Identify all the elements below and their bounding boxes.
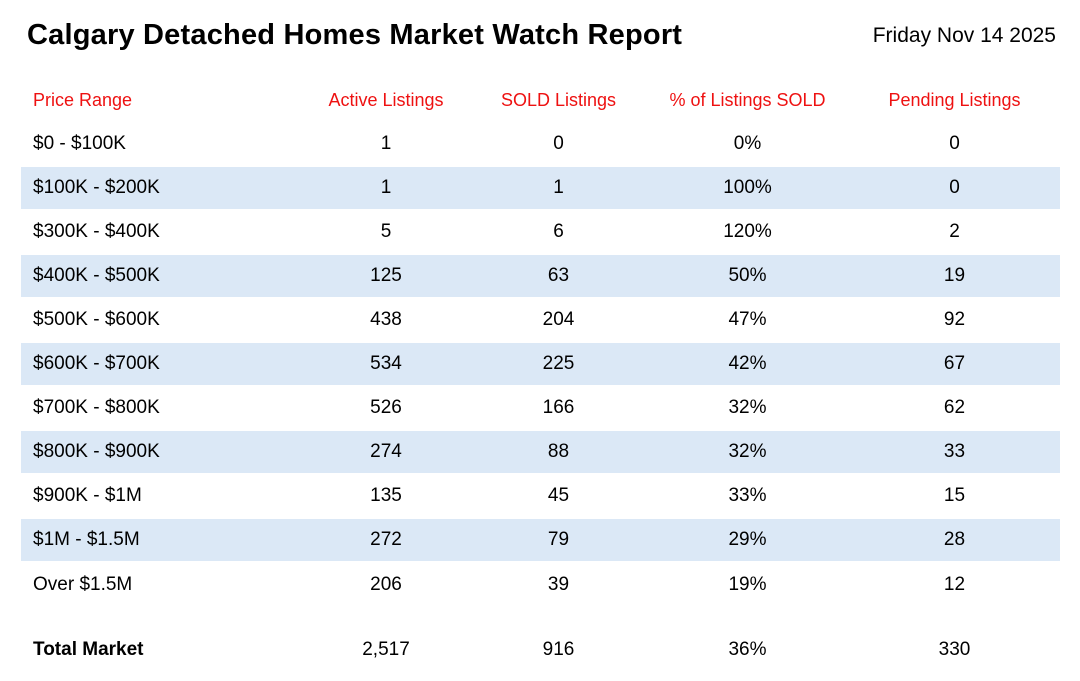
pending-listings-cell: 28 [849,517,1060,563]
total-pct-listings-sold: 36% [728,639,767,660]
sold-listings-cell: 45 [547,485,570,506]
sold-listings-cell: 204 [542,309,575,330]
pending-listings-cell: 33 [849,429,1060,475]
sold-listings-cell: 225 [471,341,646,387]
price-range-cell: $500K - $600K [33,309,160,330]
pct-listings-sold-cell: 47% [728,309,767,330]
pending-listings-cell: 62 [943,397,966,418]
pending-listings-cell: 2 [949,221,960,242]
table-body: $0 - $100K 1 0 0% 0 $100K - $200K 1 1 10… [21,122,1060,606]
price-range-cell: $0 - $100K [33,132,126,154]
sold-listings-cell: 0 [553,132,564,154]
price-range-cell: $800K - $900K [21,429,301,475]
sold-listings-cell: 166 [542,397,575,418]
total-row: Total Market 2,517 916 36% 330 [21,628,1060,672]
price-range-cell: Over $1.5M [33,573,133,595]
pct-listings-sold-cell: 120% [723,221,772,242]
active-listings-cell: 438 [370,309,402,330]
column-header-pending-listings: Pending Listings [888,89,1021,110]
total-sold-listings: 916 [542,639,575,660]
active-listings-cell: 1 [380,132,392,154]
pct-listings-sold-cell: 33% [728,485,767,506]
pct-listings-sold-cell: 29% [646,517,849,563]
pending-listings-cell: 67 [849,341,1060,387]
column-header-price-range: Price Range [33,89,133,110]
sold-listings-cell: 63 [471,253,646,299]
active-listings-cell: 125 [301,253,471,299]
table-row: $100K - $200K 1 1 100% 0 [21,165,1060,211]
sold-listings-cell: 6 [553,221,564,242]
report-header: Calgary Detached Homes Market Watch Repo… [0,0,1080,52]
pct-listings-sold-cell: 50% [646,253,849,299]
pending-listings-cell: 15 [943,485,966,506]
spacer-row [21,606,1060,628]
table-row: Over $1.5M 206 39 19% 12 [21,562,1060,606]
total-label: Total Market [33,639,144,660]
sold-listings-cell: 1 [471,165,646,211]
table-header-row: Price Range Active Listings SOLD Listing… [21,78,1060,122]
pct-listings-sold-cell: 100% [646,165,849,211]
active-listings-cell: 274 [301,429,471,475]
active-listings-cell: 5 [380,221,392,242]
price-range-cell: $1M - $1.5M [21,517,301,563]
pending-listings-cell: 19 [849,253,1060,299]
active-listings-cell: 526 [370,397,402,418]
sold-listings-cell: 79 [471,517,646,563]
table-row: $500K - $600K 438 204 47% 92 [21,298,1060,342]
pending-listings-cell: 12 [943,573,966,595]
price-range-cell: $300K - $400K [33,221,160,242]
pct-listings-sold-cell: 42% [646,341,849,387]
price-range-cell: $700K - $800K [33,397,160,418]
active-listings-cell: 135 [370,485,402,506]
pending-listings-cell: 0 [849,165,1060,211]
report-date: Friday Nov 14 2025 [872,24,1056,47]
page-title: Calgary Detached Homes Market Watch Repo… [27,19,683,51]
active-listings-cell: 534 [301,341,471,387]
column-header-pct-listings-sold: % of Listings SOLD [669,89,826,110]
sold-listings-cell: 88 [471,429,646,475]
pending-listings-cell: 92 [943,309,966,330]
pct-listings-sold-cell: 32% [646,429,849,475]
pct-listings-sold-cell: 32% [728,397,767,418]
market-table: Price Range Active Listings SOLD Listing… [21,78,1060,672]
price-range-cell: $600K - $700K [21,341,301,387]
table-row: $1M - $1.5M 272 79 29% 28 [21,517,1060,563]
table-row: $300K - $400K 5 6 120% 2 [21,210,1060,254]
column-header-active-listings: Active Listings [328,89,444,110]
price-range-cell: $900K - $1M [33,485,142,506]
table-row: $0 - $100K 1 0 0% 0 [21,122,1060,166]
pending-listings-cell: 0 [949,132,960,154]
table-row: $800K - $900K 274 88 32% 33 [21,429,1060,475]
table-row: $400K - $500K 125 63 50% 19 [21,253,1060,299]
sold-listings-cell: 39 [547,573,570,595]
total-active-listings: 2,517 [362,639,410,660]
price-range-cell: $100K - $200K [21,165,301,211]
column-header-sold-listings: SOLD Listings [500,89,617,110]
table-row: $600K - $700K 534 225 42% 67 [21,341,1060,387]
pct-listings-sold-cell: 0% [733,132,762,154]
active-listings-cell: 1 [301,165,471,211]
active-listings-cell: 272 [301,517,471,563]
pct-listings-sold-cell: 19% [728,573,767,595]
active-listings-cell: 206 [370,573,402,595]
price-range-cell: $400K - $500K [21,253,301,299]
table-row: $900K - $1M 135 45 33% 15 [21,474,1060,518]
total-pending-listings: 330 [938,639,971,660]
table-row: $700K - $800K 526 166 32% 62 [21,386,1060,430]
